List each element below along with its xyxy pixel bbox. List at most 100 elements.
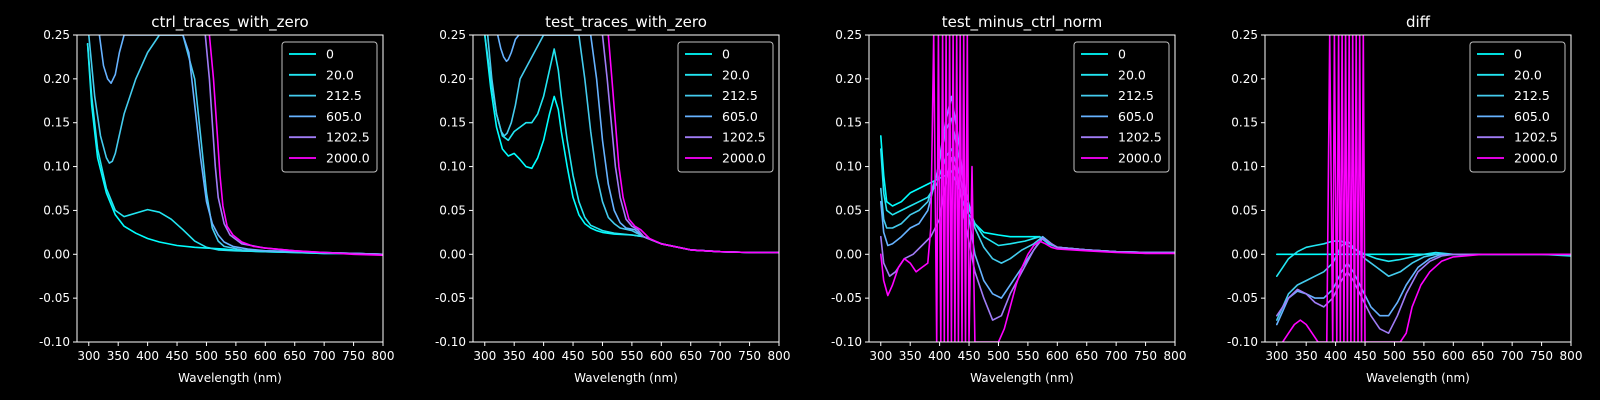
y-tick-label: -0.05 — [831, 291, 862, 305]
x-tick-label: 450 — [1354, 349, 1377, 363]
x-tick-label: 500 — [1383, 349, 1406, 363]
panel-title: test_traces_with_zero — [545, 13, 707, 32]
series-lines — [484, 35, 779, 254]
x-tick-label: 350 — [107, 349, 130, 363]
legend-entry: 212.5 — [722, 88, 758, 103]
x-tick-label: 600 — [1442, 349, 1465, 363]
x-tick-label: 500 — [591, 349, 614, 363]
panel-title: diff — [1406, 13, 1431, 31]
series-line-20-0 — [86, 43, 383, 256]
legend-entry: 1202.5 — [1514, 130, 1558, 145]
series-lines — [1276, 35, 1571, 342]
y-tick-label: 0.15 — [1231, 116, 1258, 130]
legend-entry: 212.5 — [326, 88, 362, 103]
y-tick-label: 0.25 — [43, 28, 70, 42]
x-tick-label: 400 — [136, 349, 159, 363]
axis-ticks: 300 350 400 450 500 550 600 650 700 750 800 -0.10 -0… — [435, 28, 791, 363]
legend-entry: 1202.5 — [722, 130, 766, 145]
y-tick-label: 0.05 — [43, 203, 70, 217]
legend-entry: 605.0 — [1118, 109, 1154, 124]
x-tick-label: 800 — [768, 349, 791, 363]
x-tick-label: 500 — [195, 349, 218, 363]
panel-test-minus-ctrl: test_minus_ctrl_norm Wavelength (nm) 300… — [831, 13, 1187, 385]
y-tick-label: 0.00 — [1231, 247, 1258, 261]
legend-entry: 212.5 — [1514, 88, 1550, 103]
x-tick-label: 400 — [928, 349, 951, 363]
y-tick-label: -0.10 — [1227, 335, 1258, 349]
x-axis-label: Wavelength (nm) — [574, 371, 678, 385]
y-tick-label: 0.00 — [439, 247, 466, 261]
y-tick-label: -0.05 — [1227, 291, 1258, 305]
y-tick-label: 0.15 — [835, 116, 862, 130]
x-tick-label: 750 — [738, 349, 761, 363]
y-tick-label: 0.00 — [43, 247, 70, 261]
y-tick-label: -0.05 — [39, 291, 70, 305]
legend-entry: 1202.5 — [326, 130, 370, 145]
x-tick-label: 650 — [1471, 349, 1494, 363]
axis-ticks: 300 350 400 450 500 550 600 650 700 750 800 -0.10 -0… — [831, 28, 1187, 363]
y-tick-label: 0.10 — [43, 160, 70, 174]
x-tick-label: 650 — [1075, 349, 1098, 363]
x-tick-label: 300 — [869, 349, 892, 363]
x-tick-label: 300 — [77, 349, 100, 363]
legend-entry: 0 — [722, 47, 730, 62]
x-tick-label: 400 — [1324, 349, 1347, 363]
legend: 0 20.0 212.5 605.0 1202.5 2000.0 — [1469, 41, 1566, 173]
axes-frame — [76, 34, 384, 343]
x-tick-label: 700 — [313, 349, 336, 363]
legend-entry: 605.0 — [1514, 109, 1550, 124]
panel-diff: diff Wavelength (nm) 300 350 400 450 500 550 6… — [1227, 13, 1583, 385]
series-line-1202-5 — [1276, 253, 1571, 334]
legend-entry: 2000.0 — [326, 151, 370, 166]
panel-test-traces: test_traces_with_zero Wavelength (nm) 30… — [435, 13, 791, 385]
legend-entry: 20.0 — [1118, 67, 1146, 82]
x-tick-label: 450 — [562, 349, 585, 363]
x-tick-label: 550 — [620, 349, 643, 363]
legend-entry: 0 — [1514, 47, 1522, 62]
x-tick-label: 400 — [532, 349, 555, 363]
y-tick-label: -0.05 — [435, 291, 466, 305]
series-line-605-0 — [98, 35, 383, 256]
x-tick-label: 550 — [224, 349, 247, 363]
legend-entry: 20.0 — [1514, 67, 1542, 82]
legend-entry: 2000.0 — [1118, 151, 1162, 166]
y-tick-label: 0.15 — [439, 116, 466, 130]
x-tick-label: 450 — [166, 349, 189, 363]
legend: 0 20.0 212.5 605.0 1202.5 2000.0 — [281, 41, 378, 173]
x-tick-label: 750 — [342, 349, 365, 363]
panel-title: test_minus_ctrl_norm — [942, 13, 1103, 32]
x-tick-label: 600 — [1046, 349, 1069, 363]
legend-entry: 1202.5 — [1118, 130, 1162, 145]
x-tick-label: 350 — [899, 349, 922, 363]
legend-entry: 0 — [1118, 47, 1126, 62]
series-line-1202-5 — [880, 157, 1175, 321]
x-axis-label: Wavelength (nm) — [970, 371, 1074, 385]
series-lines — [86, 35, 383, 256]
legend-entry: 212.5 — [1118, 88, 1154, 103]
x-tick-label: 300 — [1265, 349, 1288, 363]
x-tick-label: 800 — [1164, 349, 1187, 363]
x-tick-label: 450 — [958, 349, 981, 363]
x-tick-label: 700 — [1105, 349, 1128, 363]
axes-frame — [868, 34, 1176, 343]
y-tick-label: 0.20 — [1231, 72, 1258, 86]
x-tick-label: 800 — [372, 349, 395, 363]
x-tick-label: 600 — [650, 349, 673, 363]
y-tick-label: 0.05 — [835, 203, 862, 217]
y-tick-label: 0.20 — [439, 72, 466, 86]
x-tick-label: 750 — [1134, 349, 1157, 363]
legend-entry: 0 — [326, 47, 334, 62]
legend-entry: 605.0 — [722, 109, 758, 124]
x-tick-label: 350 — [503, 349, 526, 363]
axis-ticks: 300 350 400 450 500 550 600 650 700 750 800 -0.10 -0… — [1227, 28, 1583, 363]
y-tick-label: 0.05 — [1231, 203, 1258, 217]
y-tick-label: 0.05 — [439, 203, 466, 217]
legend: 0 20.0 212.5 605.0 1202.5 2000.0 — [677, 41, 774, 173]
y-tick-label: 0.25 — [1231, 28, 1258, 42]
x-tick-label: 800 — [1560, 349, 1583, 363]
y-tick-label: 0.15 — [43, 116, 70, 130]
series-line-2000-0 — [208, 35, 383, 256]
axis-ticks: 300 350 400 450 500 550 600 650 700 750 800 -0.10 -0… — [39, 28, 395, 363]
y-tick-label: -0.10 — [39, 335, 70, 349]
